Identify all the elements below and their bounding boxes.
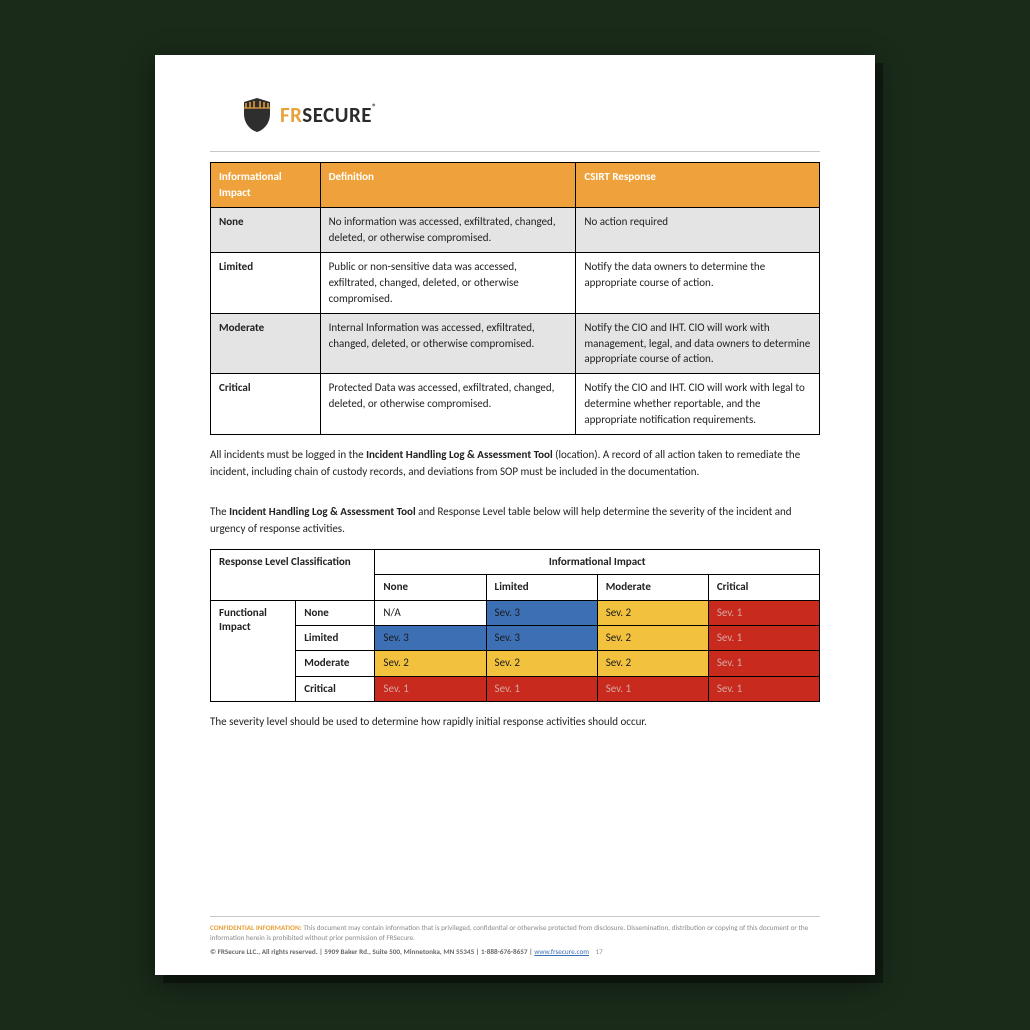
- t1-header-definition: Definition: [320, 163, 576, 208]
- footer-copyright: © FRSecure LLC., All rights reserved. | …: [210, 947, 534, 956]
- t1-cell: Notify the CIO and IHT. CIO will work wi…: [576, 313, 820, 374]
- page-footer: CONFIDENTIAL INFORMATION: This document …: [210, 916, 820, 957]
- impact-definition-table: Informational Impact Definition CSIRT Re…: [210, 162, 820, 435]
- t2-col-header: Moderate: [597, 575, 708, 600]
- table-row: CriticalProtected Data was accessed, exf…: [211, 374, 820, 435]
- table-row: LimitedPublic or non-sensitive data was …: [211, 252, 820, 313]
- t2-severity-cell: Sev. 2: [486, 651, 597, 676]
- t2-col-group: Informational Impact: [375, 550, 820, 575]
- footer-copyright-line: © FRSecure LLC., All rights reserved. | …: [210, 947, 820, 957]
- p2-pre: The: [210, 505, 229, 518]
- t2-corner: Response Level Classification: [211, 550, 375, 601]
- table-row: NoneNo information was accessed, exfiltr…: [211, 207, 820, 252]
- footer-confidential: CONFIDENTIAL INFORMATION: This document …: [210, 923, 820, 943]
- t2-row-header: None: [296, 600, 375, 625]
- footer-page-number: 17: [596, 947, 603, 956]
- paragraph-logging: All incidents must be logged in the Inci…: [210, 447, 820, 480]
- brand-part1: FR: [280, 102, 302, 128]
- t2-severity-cell: Sev. 1: [486, 676, 597, 701]
- t1-cell: Protected Data was accessed, exfiltrated…: [320, 374, 576, 435]
- p2-bold: Incident Handling Log & Assessment Tool: [229, 505, 416, 518]
- t2-severity-cell: Sev. 1: [708, 676, 819, 701]
- p1-bold: Incident Handling Log & Assessment Tool: [366, 448, 553, 461]
- t2-severity-cell: Sev. 1: [708, 651, 819, 676]
- t1-cell: None: [211, 207, 321, 252]
- table-row: ModerateSev. 2Sev. 2Sev. 2Sev. 1: [211, 651, 820, 676]
- header-rule: [210, 151, 820, 152]
- t2-row-header: Critical: [296, 676, 375, 701]
- brand-part2: SECURE: [302, 102, 372, 128]
- footer-link[interactable]: www.frsecure.com: [534, 947, 589, 956]
- t2-severity-cell: Sev. 2: [597, 600, 708, 625]
- t2-row-group: Functional Impact: [211, 600, 296, 701]
- t1-cell: Internal Information was accessed, exfil…: [320, 313, 576, 374]
- table-row: ModerateInternal Information was accesse…: [211, 313, 820, 374]
- t2-severity-cell: Sev. 1: [597, 676, 708, 701]
- t1-cell: Notify the CIO and IHT. CIO will work wi…: [576, 374, 820, 435]
- t1-header-impact: Informational Impact: [211, 163, 321, 208]
- t2-severity-cell: N/A: [375, 600, 486, 625]
- t2-row-header: Moderate: [296, 651, 375, 676]
- table-row: CriticalSev. 1Sev. 1Sev. 1Sev. 1: [211, 676, 820, 701]
- t2-row-header: Limited: [296, 626, 375, 651]
- t2-col-header: None: [375, 575, 486, 600]
- brand-reg: ®: [372, 102, 377, 113]
- t2-severity-cell: Sev. 3: [486, 626, 597, 651]
- t1-cell: No information was accessed, exfiltrated…: [320, 207, 576, 252]
- t1-cell: Critical: [211, 374, 321, 435]
- t2-severity-cell: Sev. 3: [486, 600, 597, 625]
- t2-severity-cell: Sev. 2: [597, 626, 708, 651]
- brand-text: FRSECURE®: [280, 102, 377, 128]
- paragraph-response-level: The Incident Handling Log & Assessment T…: [210, 504, 820, 537]
- t1-cell: Public or non-sensitive data was accesse…: [320, 252, 576, 313]
- t1-cell: Moderate: [211, 313, 321, 374]
- t2-severity-cell: Sev. 1: [375, 676, 486, 701]
- table-row: LimitedSev. 3Sev. 3Sev. 2Sev. 1: [211, 626, 820, 651]
- p1-pre: All incidents must be logged in the: [210, 448, 366, 461]
- t2-severity-cell: Sev. 2: [375, 651, 486, 676]
- brand-logo: FRSECURE®: [242, 97, 820, 133]
- t1-cell: No action required: [576, 207, 820, 252]
- table-row: Functional ImpactNoneN/ASev. 3Sev. 2Sev.…: [211, 600, 820, 625]
- shield-icon: [242, 97, 272, 133]
- t2-severity-cell: Sev. 1: [708, 600, 819, 625]
- t2-severity-cell: Sev. 2: [597, 651, 708, 676]
- t1-cell: Notify the data owners to determine the …: [576, 252, 820, 313]
- t2-severity-cell: Sev. 1: [708, 626, 819, 651]
- t2-col-header: Critical: [708, 575, 819, 600]
- response-level-matrix: Response Level Classification Informatio…: [210, 549, 820, 702]
- t1-cell: Limited: [211, 252, 321, 313]
- t2-severity-cell: Sev. 3: [375, 626, 486, 651]
- paragraph-severity: The severity level should be used to det…: [210, 714, 820, 731]
- document-page: FRSECURE® Informational Impact Definitio…: [155, 55, 875, 975]
- t1-header-response: CSIRT Response: [576, 163, 820, 208]
- t2-col-header: Limited: [486, 575, 597, 600]
- footer-conf-label: CONFIDENTIAL INFORMATION:: [210, 923, 302, 932]
